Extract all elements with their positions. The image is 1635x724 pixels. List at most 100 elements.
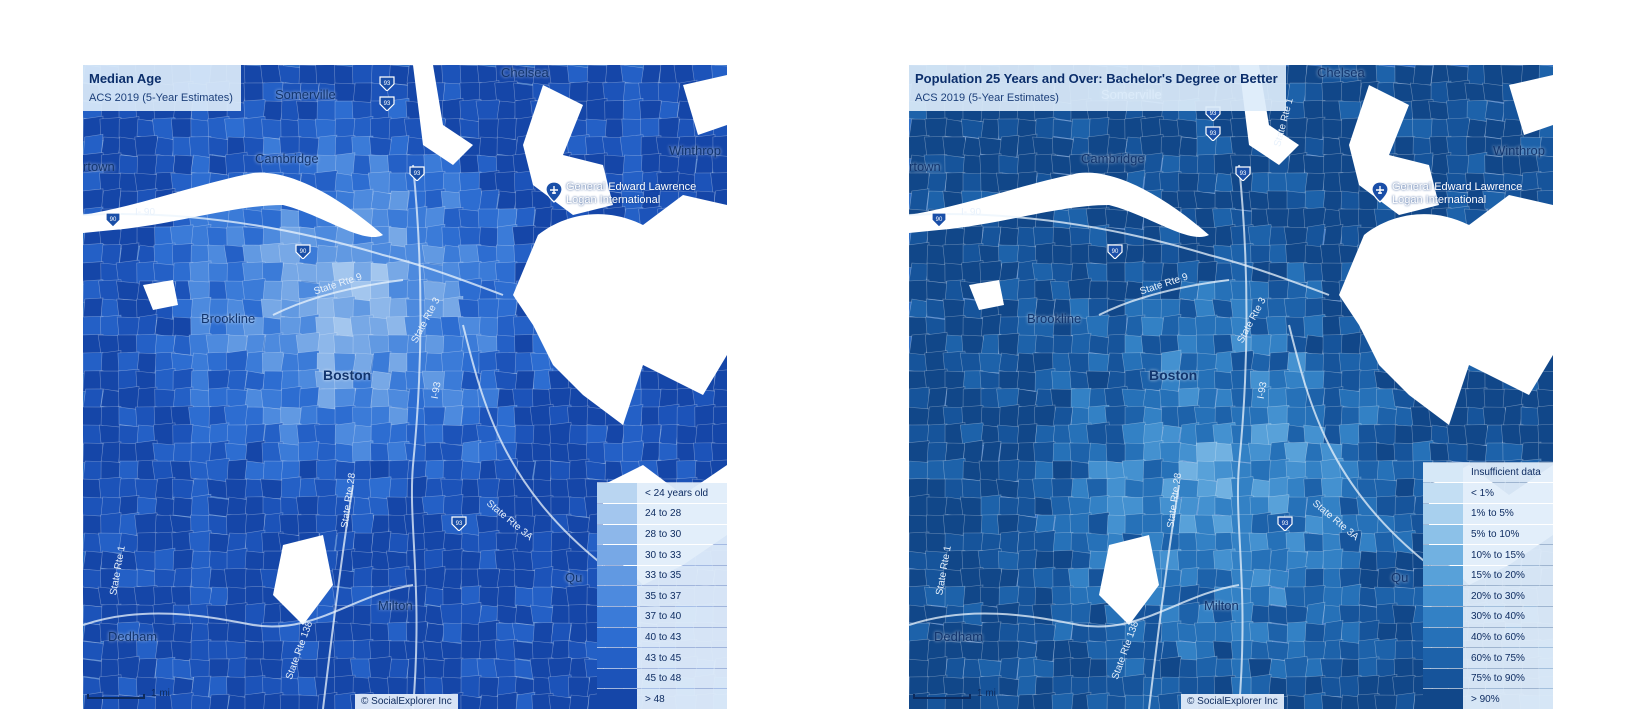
census-tract[interactable]: [1178, 422, 1200, 448]
census-tract[interactable]: [460, 674, 482, 700]
census-tract[interactable]: [712, 369, 727, 394]
census-tract[interactable]: [1340, 369, 1362, 393]
census-tract[interactable]: [1141, 316, 1165, 338]
census-tract[interactable]: [549, 460, 573, 482]
census-tract[interactable]: [83, 352, 104, 374]
census-tract[interactable]: [514, 424, 536, 446]
census-tract[interactable]: [998, 370, 1020, 392]
census-tract[interactable]: [1356, 693, 1381, 709]
census-tract[interactable]: [1178, 658, 1200, 680]
census-tract[interactable]: [208, 550, 230, 572]
census-tract[interactable]: [496, 585, 518, 609]
census-tract[interactable]: [424, 424, 446, 446]
census-tract[interactable]: [496, 136, 518, 158]
census-tract[interactable]: [1394, 550, 1416, 572]
census-tract[interactable]: [926, 262, 948, 284]
census-tract[interactable]: [172, 496, 194, 518]
census-tract[interactable]: [244, 460, 266, 482]
census-tract[interactable]: [1106, 694, 1128, 709]
census-tract[interactable]: [1142, 694, 1164, 709]
census-tract[interactable]: [1034, 622, 1056, 644]
census-tract[interactable]: [550, 604, 572, 626]
census-tract[interactable]: [1376, 406, 1398, 428]
census-tract[interactable]: [334, 404, 356, 430]
census-tract[interactable]: [1268, 547, 1290, 575]
census-tract[interactable]: [478, 676, 500, 698]
census-tract[interactable]: [280, 208, 302, 230]
census-tract[interactable]: [153, 568, 177, 590]
census-tract[interactable]: [190, 442, 212, 464]
census-tract[interactable]: [135, 333, 159, 357]
census-tract[interactable]: [1358, 568, 1380, 590]
census-tract[interactable]: [1484, 100, 1506, 122]
census-tract[interactable]: [640, 406, 662, 428]
census-tract[interactable]: [712, 388, 727, 409]
census-tract[interactable]: [83, 622, 104, 644]
census-tract[interactable]: [980, 226, 1002, 248]
census-tract[interactable]: [676, 424, 698, 446]
census-tract[interactable]: [532, 586, 554, 608]
census-tract[interactable]: [1034, 334, 1056, 356]
census-tract[interactable]: [208, 658, 230, 680]
census-tract[interactable]: [1142, 388, 1164, 410]
census-tract[interactable]: [1106, 262, 1128, 284]
census-tract[interactable]: [227, 694, 248, 709]
census-tract[interactable]: [118, 460, 140, 482]
census-tract[interactable]: [99, 117, 123, 141]
census-tract[interactable]: [370, 370, 392, 392]
census-tract[interactable]: [1412, 118, 1434, 140]
census-tract[interactable]: [442, 568, 464, 590]
census-tract[interactable]: [352, 532, 374, 554]
census-tract[interactable]: [154, 136, 176, 158]
census-tract[interactable]: [1268, 568, 1290, 590]
census-tract[interactable]: [1322, 334, 1344, 356]
census-tract[interactable]: [1105, 442, 1129, 464]
census-tract[interactable]: [1032, 692, 1057, 709]
census-tract[interactable]: [998, 459, 1020, 483]
census-tract[interactable]: [604, 424, 626, 446]
census-tract[interactable]: [979, 694, 1002, 709]
census-tract[interactable]: [1178, 496, 1200, 518]
census-tract[interactable]: [263, 692, 284, 709]
census-tract[interactable]: [1340, 621, 1362, 645]
census-tract[interactable]: [1466, 118, 1488, 140]
census-tract[interactable]: [136, 352, 158, 374]
census-tract[interactable]: [478, 226, 500, 248]
census-tract[interactable]: [172, 334, 194, 356]
census-tract[interactable]: [172, 316, 194, 338]
census-tract[interactable]: [712, 135, 727, 160]
census-tract[interactable]: [370, 351, 392, 375]
census-tract[interactable]: [477, 298, 501, 320]
census-tract[interactable]: [154, 694, 176, 709]
census-tract[interactable]: [118, 424, 140, 446]
census-tract[interactable]: [712, 406, 727, 428]
census-tract[interactable]: [962, 532, 984, 554]
census-tract[interactable]: [388, 352, 410, 374]
census-tract[interactable]: [387, 334, 411, 356]
census-tract[interactable]: [226, 676, 248, 698]
census-tract[interactable]: [548, 694, 573, 709]
census-tract[interactable]: [262, 370, 284, 392]
census-tract[interactable]: [334, 442, 356, 464]
census-tract[interactable]: [1051, 478, 1075, 500]
census-tract[interactable]: [1484, 442, 1506, 464]
census-tract[interactable]: [1484, 154, 1506, 176]
census-tract[interactable]: [944, 640, 966, 662]
census-tract[interactable]: [944, 154, 966, 176]
census-tract[interactable]: [136, 154, 158, 176]
census-tract[interactable]: [1322, 586, 1344, 608]
census-tract[interactable]: [1124, 478, 1146, 500]
census-tract[interactable]: [369, 136, 393, 158]
census-tract[interactable]: [710, 172, 727, 194]
census-tract[interactable]: [1304, 622, 1326, 644]
census-tract[interactable]: [478, 586, 500, 608]
census-tract[interactable]: [1052, 406, 1074, 428]
census-tract[interactable]: [980, 118, 1002, 140]
census-tract[interactable]: [1052, 334, 1074, 356]
census-tract[interactable]: [1484, 118, 1506, 140]
census-tract[interactable]: [496, 495, 518, 519]
census-tract[interactable]: [244, 691, 266, 709]
census-tract[interactable]: [926, 280, 948, 302]
census-tract[interactable]: [1106, 280, 1128, 302]
census-tract[interactable]: [388, 478, 410, 500]
